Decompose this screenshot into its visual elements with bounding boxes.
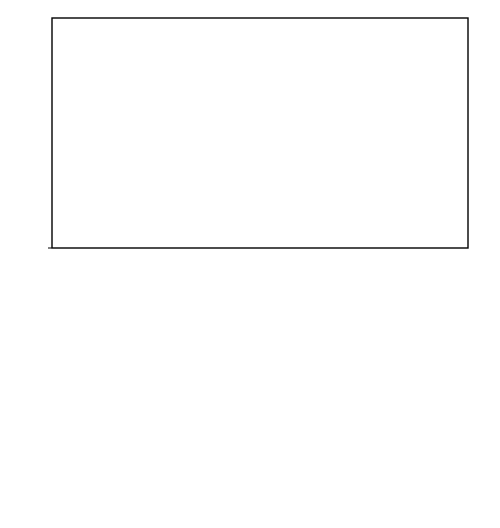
panel-frame-a [52,18,468,248]
figure [0,0,500,528]
